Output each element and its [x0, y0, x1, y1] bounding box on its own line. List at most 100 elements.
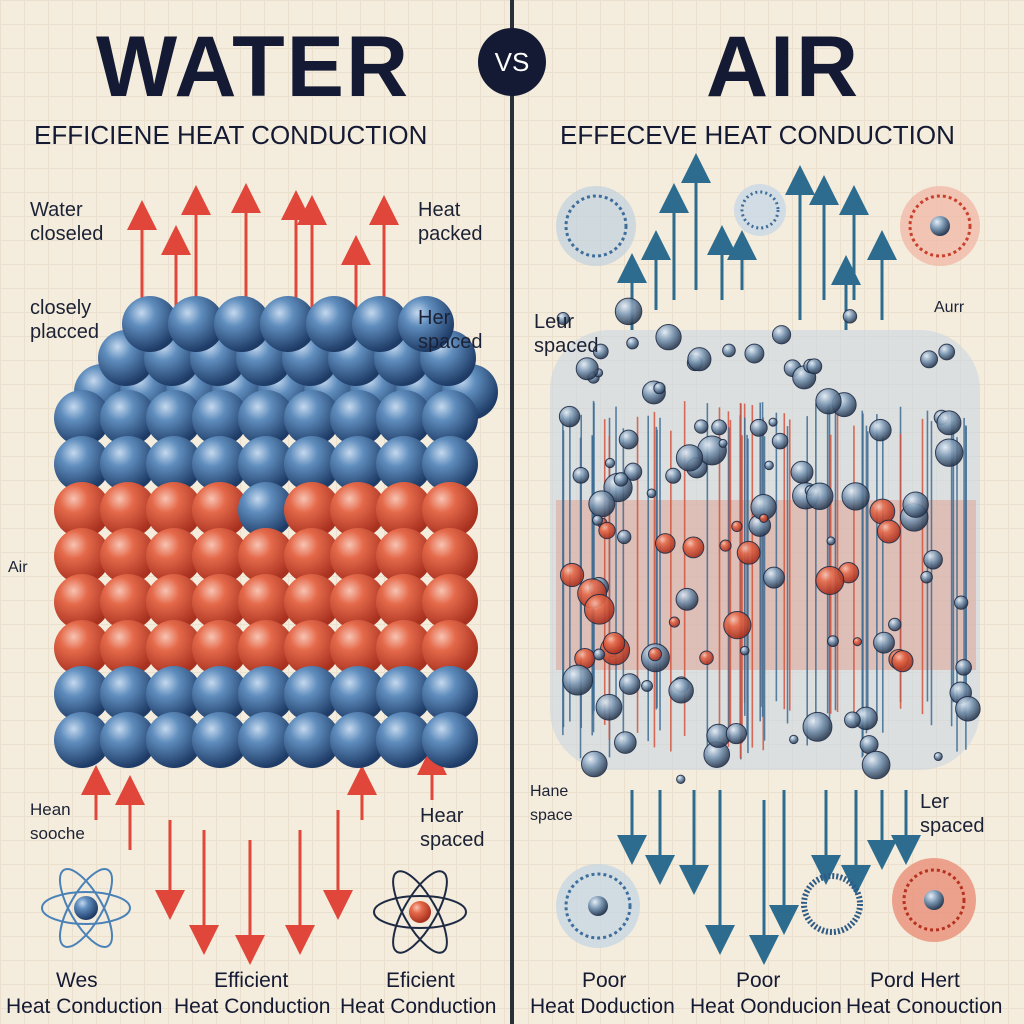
air-molecule [675, 587, 699, 611]
air-title: AIR [706, 19, 861, 115]
warm-air-molecule [891, 650, 914, 673]
label-hean-sooche: Hean sooche [30, 800, 85, 843]
warm-water-molecule [192, 482, 248, 538]
warm-water-molecule [100, 574, 156, 630]
warm-water-molecule [100, 482, 156, 538]
water-molecule [422, 712, 478, 768]
warm-water-molecule [284, 482, 340, 538]
air-molecule [646, 488, 657, 499]
warm-air-molecule [736, 540, 761, 565]
label-leur-spaced: Leur spaced [534, 311, 599, 357]
air-molecule [626, 336, 639, 350]
warm-water-molecule [238, 528, 294, 584]
water-molecule [330, 436, 386, 492]
water-molecule [168, 296, 224, 352]
water-molecule [238, 712, 294, 768]
warm-water-molecule [146, 482, 202, 538]
air-molecule [844, 711, 861, 729]
air-molecule [655, 324, 682, 351]
air-molecule [768, 417, 778, 427]
air-molecule [687, 347, 712, 372]
water-molecule [238, 436, 294, 492]
water-molecule [376, 666, 432, 722]
warm-water-molecule [54, 574, 110, 630]
warm-water-molecule [284, 620, 340, 676]
air-molecule [725, 722, 747, 745]
warm-water-molecule [192, 574, 248, 630]
water-molecule [100, 712, 156, 768]
water-molecule [192, 712, 248, 768]
air-molecule [556, 312, 570, 326]
water-molecule [192, 666, 248, 722]
warm-water-molecule [284, 528, 340, 584]
air-molecule [764, 460, 774, 471]
water-molecule [54, 390, 110, 446]
warm-water-molecule [376, 528, 432, 584]
air-molecule [827, 635, 839, 648]
water-molecule [100, 436, 156, 492]
air-molecule [923, 549, 943, 570]
air-molecule [936, 410, 962, 436]
molecule-icon-air-top-mid [734, 184, 786, 236]
warm-water-molecule [192, 620, 248, 676]
air-molecule [676, 774, 686, 784]
center-divider [510, 0, 514, 1024]
molecule-icon-air-bottom-right [892, 858, 976, 942]
caption-left-2: Efficient Heat Conduction [174, 969, 331, 1018]
warm-air-molecule [719, 539, 732, 552]
label-closely-placed: closely placced [30, 297, 99, 343]
air-molecule [572, 467, 590, 484]
warm-air-molecule [647, 647, 663, 662]
label-hear-spaced: Hear spaced [420, 805, 485, 851]
air-molecule [668, 677, 694, 704]
air-molecule [955, 659, 972, 676]
caption-right-1: Poor Heat Doduction [530, 969, 675, 1018]
warm-water-molecule [422, 574, 478, 630]
vs-badge: VS [478, 28, 546, 96]
label-hane-space: Hane space [530, 783, 573, 824]
warm-water-molecule [284, 574, 340, 630]
warm-water-molecule [146, 620, 202, 676]
molecule-icons [41, 184, 980, 954]
water-molecule [192, 436, 248, 492]
water-subtitle: EFFICIENE HEAT CONDUCTION [34, 120, 428, 150]
molecule-icon-air-bottom-left [556, 864, 640, 948]
warm-water-molecule [422, 620, 478, 676]
molecule-icon-air-top-right [900, 186, 980, 266]
air-molecule [613, 472, 629, 487]
air-molecule [588, 490, 616, 518]
air-molecule [711, 419, 728, 436]
air-molecule [789, 734, 799, 745]
air-molecule [861, 750, 891, 780]
water-molecule-cluster [54, 296, 498, 768]
caption-left-3: Eficient Heat Conduction [340, 969, 497, 1018]
air-molecule [954, 595, 969, 610]
warm-water-molecule [330, 574, 386, 630]
air-molecule [618, 673, 641, 695]
warm-air-molecule [759, 513, 769, 523]
air-molecule [806, 482, 834, 511]
water-molecule [192, 390, 248, 446]
air-molecule [614, 731, 637, 754]
air-molecule [558, 405, 581, 428]
warm-water-molecule [330, 620, 386, 676]
water-molecule [54, 436, 110, 492]
water-molecule [54, 666, 110, 722]
air-molecule [806, 358, 823, 375]
warm-water-molecule [238, 620, 294, 676]
air-molecule [771, 432, 789, 450]
label-her-spaced: Her spaced [418, 307, 483, 353]
air-molecule [593, 648, 606, 661]
water-molecule [146, 712, 202, 768]
warm-air-molecule [876, 519, 901, 544]
water-molecule [100, 390, 156, 446]
air-molecule [744, 343, 765, 364]
air-molecule [955, 695, 981, 722]
air-molecule [815, 388, 842, 415]
air-molecule [933, 751, 943, 762]
warm-water-molecule [100, 528, 156, 584]
air-molecule [749, 418, 768, 437]
water-molecule [330, 666, 386, 722]
warm-air-molecule [731, 520, 743, 533]
water-molecule [238, 482, 294, 538]
